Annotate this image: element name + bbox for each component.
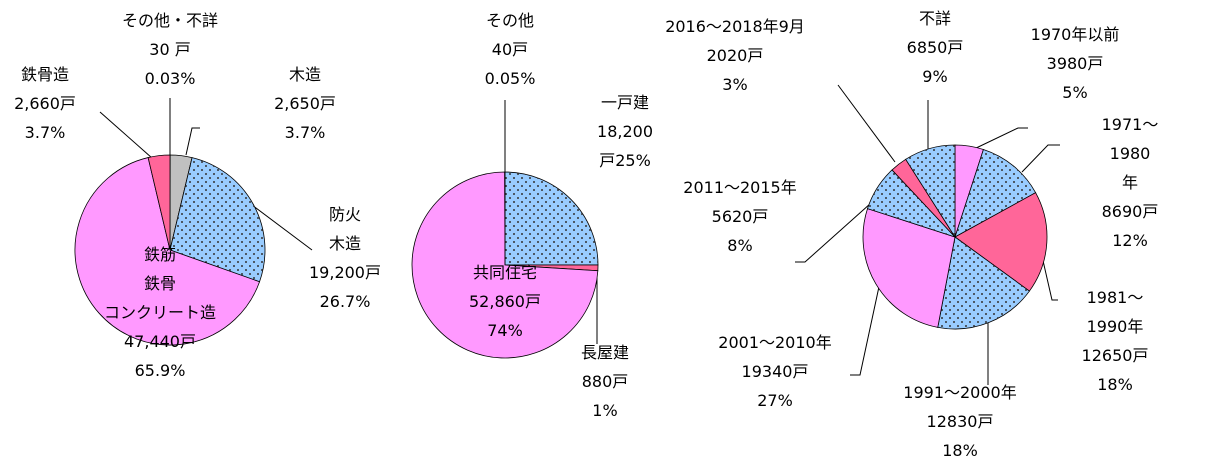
slice-pattern xyxy=(867,169,955,237)
percent: 0.03% xyxy=(144,69,196,88)
category: 木造 xyxy=(288,65,321,84)
category: 長屋建 xyxy=(580,343,630,362)
slice-label: 防火 木造 19,200戸 26.7% xyxy=(309,200,381,316)
category: 不詳 xyxy=(918,9,952,28)
count: 6850戸 xyxy=(906,38,964,57)
slice-label: 鉄骨造 2,660戸 3.7% xyxy=(14,60,76,147)
slice-label: 2011～2015年 5620戸 8% xyxy=(683,173,796,260)
slice-label: 鉄筋 鉄骨 コンクリート造 47,440戸 65.9% xyxy=(104,240,216,385)
category: 1981～1990年 xyxy=(1086,288,1144,336)
slice-label: その他・不詳 30 戸 0.03% xyxy=(122,6,218,93)
category: 防火 木造 xyxy=(328,205,361,253)
count: 19,200戸 xyxy=(309,263,381,282)
leader-line xyxy=(1021,144,1060,173)
slice-pattern xyxy=(905,145,955,237)
percent: 5% xyxy=(1062,83,1088,102)
slice-label: 木造 2,650戸 3.7% xyxy=(274,60,336,147)
count: 5620戸 xyxy=(711,207,769,226)
leader-line xyxy=(99,111,153,159)
slice-label: 1970年以前 3980戸 5% xyxy=(1031,20,1120,107)
category: 1991～2000年 xyxy=(903,383,1017,402)
percent: 3.7% xyxy=(24,123,66,142)
percent: 3% xyxy=(722,75,748,94)
percent: 26.7% xyxy=(319,292,371,311)
count: 19340戸 xyxy=(741,362,809,381)
count: 3980戸 xyxy=(1046,54,1104,73)
percent: 18% xyxy=(1097,375,1133,394)
category: 2011～2015年 xyxy=(683,178,797,197)
slice-label: 1971～1980 年 8690戸 12% xyxy=(1090,110,1170,255)
slice-label: 2016～2018年9月 2020戸 3% xyxy=(665,12,805,99)
count: 47,440戸 xyxy=(123,332,196,351)
count: 880戸 xyxy=(581,372,629,391)
category: その他 xyxy=(485,11,535,30)
percent: 74% xyxy=(487,321,523,340)
count: 40戸 xyxy=(491,40,529,59)
percent: 戸25% xyxy=(599,151,651,170)
count: 18,200 xyxy=(597,122,653,141)
leader-line xyxy=(971,127,1028,151)
percent: 1% xyxy=(592,401,618,420)
pie-slice xyxy=(147,154,171,251)
percent: 8% xyxy=(727,236,753,255)
count: 2020戸 xyxy=(706,46,764,65)
slice-label: 不詳 6850戸 9% xyxy=(907,4,964,91)
category: 鉄筋 鉄骨 コンクリート造 xyxy=(103,245,217,322)
category: 1970年以前 xyxy=(1030,25,1120,44)
count: 30 戸 xyxy=(149,40,191,59)
category: 共同住宅 xyxy=(472,263,537,282)
slice-label: 2001～2010年 19340戸 27% xyxy=(718,328,831,415)
pie-slice xyxy=(954,192,1048,292)
category: 1971～1980 年 xyxy=(1101,115,1159,192)
category: 2016～2018年9月 xyxy=(665,17,805,36)
count: 2,650戸 xyxy=(274,94,336,113)
count: 52,860戸 xyxy=(469,292,541,311)
category: 鉄骨造 xyxy=(20,65,69,84)
slice-label: 1981～1990年 12650戸 18% xyxy=(1068,283,1163,399)
slice-label: 長屋建 880戸 1% xyxy=(581,338,629,425)
percent: 3.7% xyxy=(284,123,326,142)
slice-label: 一戸建 18,200 戸25% xyxy=(597,88,653,175)
count: 12830戸 xyxy=(926,412,994,431)
percent: 12% xyxy=(1112,231,1148,250)
slice-pattern xyxy=(955,149,1036,237)
slice-label: その他 40戸 0.05% xyxy=(485,6,536,93)
leader-line xyxy=(185,127,200,156)
slice-pattern xyxy=(505,172,598,265)
slice-label: 1991～2000年 12830戸 18% xyxy=(903,378,1016,465)
percent: 27% xyxy=(757,391,793,410)
pie-slice xyxy=(74,157,261,346)
count: 2,660戸 xyxy=(14,94,76,113)
count: 12650戸 xyxy=(1081,346,1149,365)
leader-line xyxy=(795,194,881,263)
percent: 18% xyxy=(942,441,978,460)
slice-pattern xyxy=(937,237,1030,329)
slice-label: 共同住宅 52,860戸 74% xyxy=(469,258,541,345)
category: 2001～2010年 xyxy=(718,333,832,352)
leader-line xyxy=(837,84,896,163)
leader-line xyxy=(850,281,881,376)
slice-pattern xyxy=(170,157,265,282)
percent: 65.9% xyxy=(134,361,186,380)
pie-slice xyxy=(862,208,956,328)
count: 8690戸 xyxy=(1101,202,1159,221)
category: 一戸建 xyxy=(600,93,650,112)
percent: 0.05% xyxy=(484,69,536,88)
category: その他・不詳 xyxy=(121,11,219,30)
leader-line xyxy=(251,204,313,251)
percent: 9% xyxy=(922,67,948,86)
